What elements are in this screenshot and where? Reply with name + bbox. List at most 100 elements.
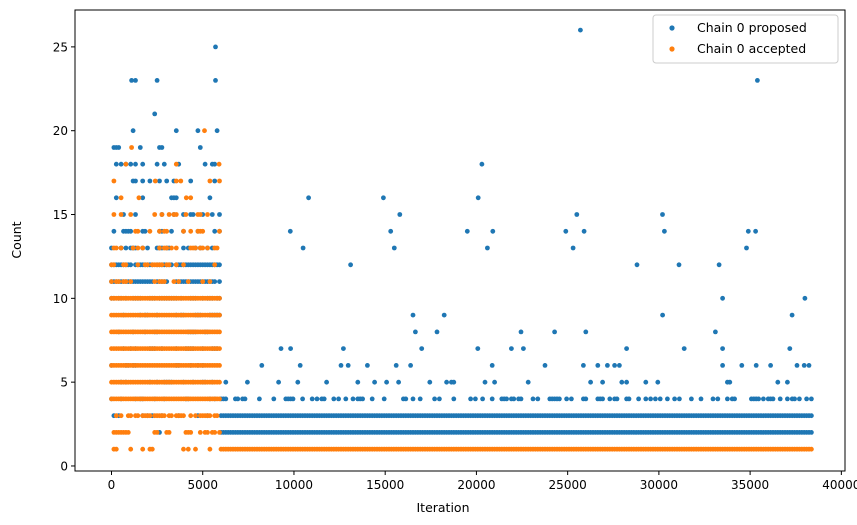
y-tick-label: 25 <box>53 40 68 54</box>
data-point-proposed <box>116 145 122 150</box>
data-point-proposed <box>209 212 215 217</box>
data-point-accepted <box>161 413 167 419</box>
data-point-proposed <box>809 413 814 419</box>
data-point-proposed <box>202 161 208 167</box>
data-point-accepted <box>147 413 153 419</box>
data-point-proposed <box>473 396 478 402</box>
y-tick-label: 15 <box>53 208 68 222</box>
data-point-accepted <box>217 228 222 234</box>
data-point-proposed <box>154 78 160 83</box>
data-point-proposed <box>381 396 387 402</box>
data-point-proposed <box>369 396 375 402</box>
data-point-proposed <box>133 178 138 184</box>
data-point-accepted <box>188 430 194 435</box>
data-point-proposed <box>518 396 524 402</box>
data-point-proposed <box>716 262 722 268</box>
data-point-proposed <box>217 262 222 268</box>
data-point-accepted <box>140 446 146 452</box>
data-point-proposed <box>619 379 625 385</box>
data-point-proposed <box>809 396 814 402</box>
data-point-proposed <box>727 379 733 385</box>
data-point-proposed <box>338 363 344 368</box>
data-point-proposed <box>732 396 737 402</box>
data-point-proposed <box>801 363 807 368</box>
data-point-proposed <box>802 295 808 301</box>
legend-box <box>652 14 839 64</box>
data-point-proposed <box>574 212 580 217</box>
data-point-accepted <box>207 446 213 452</box>
data-point-proposed <box>393 363 399 368</box>
data-point-accepted <box>217 329 222 335</box>
data-point-proposed <box>535 396 541 402</box>
data-point-proposed <box>118 161 124 167</box>
x-tick-label: 30000 <box>640 478 678 492</box>
data-point-accepted <box>188 195 194 201</box>
data-point-accepted <box>181 413 186 419</box>
data-point-accepted <box>109 279 114 284</box>
data-point-proposed <box>331 396 337 402</box>
data-point-proposed <box>698 396 704 402</box>
data-point-proposed <box>605 363 610 368</box>
data-point-accepted <box>145 262 150 268</box>
data-point-proposed <box>475 346 481 351</box>
data-point-accepted <box>118 195 124 201</box>
data-point-proposed <box>563 228 569 234</box>
data-point-proposed <box>213 78 218 83</box>
data-point-proposed <box>212 178 218 184</box>
data-point-proposed <box>504 396 509 402</box>
data-point-accepted <box>111 262 117 268</box>
data-point-proposed <box>300 245 306 251</box>
data-point-proposed <box>288 346 293 351</box>
data-point-proposed <box>464 228 470 234</box>
data-point-proposed <box>276 379 281 385</box>
legend-label-accepted: Chain 0 accepted <box>697 41 806 56</box>
data-point-accepted <box>152 178 158 184</box>
data-point-accepted <box>197 430 203 435</box>
data-point-proposed <box>159 145 165 150</box>
data-point-accepted <box>113 245 119 251</box>
data-point-proposed <box>245 379 250 385</box>
data-point-proposed <box>360 396 365 402</box>
data-point-accepted <box>188 413 194 419</box>
data-point-accepted <box>216 161 222 167</box>
data-point-accepted <box>118 212 124 217</box>
data-point-proposed <box>789 312 795 318</box>
data-point-accepted <box>116 279 122 284</box>
data-point-proposed <box>655 379 661 385</box>
data-point-proposed <box>441 312 447 318</box>
data-point-accepted <box>169 413 174 419</box>
data-point-proposed <box>324 379 329 385</box>
data-point-accepted <box>214 245 220 251</box>
data-point-accepted <box>123 161 129 167</box>
data-point-proposed <box>113 161 119 167</box>
data-point-accepted <box>154 430 160 435</box>
data-point-accepted <box>159 262 165 268</box>
data-point-proposed <box>569 396 574 402</box>
data-point-proposed <box>570 245 576 251</box>
data-point-proposed <box>676 262 682 268</box>
data-point-accepted <box>183 195 189 201</box>
data-point-proposed <box>794 363 800 368</box>
data-point-proposed <box>173 195 179 201</box>
data-point-proposed <box>521 346 526 351</box>
data-point-proposed <box>142 228 148 234</box>
data-point-proposed <box>681 346 687 351</box>
data-point-proposed <box>309 396 315 402</box>
data-point-proposed <box>715 396 721 402</box>
data-point-accepted <box>200 245 206 251</box>
data-point-accepted <box>181 446 186 452</box>
data-point-accepted <box>135 413 141 419</box>
data-point-proposed <box>133 78 138 83</box>
data-point-accepted <box>205 430 210 435</box>
data-point-proposed <box>624 379 629 385</box>
data-point-proposed <box>140 178 146 184</box>
data-point-accepted <box>128 279 134 284</box>
data-point-accepted <box>202 128 207 134</box>
data-point-proposed <box>530 396 536 402</box>
data-point-accepted <box>152 279 158 284</box>
data-point-proposed <box>152 111 158 117</box>
data-point-proposed <box>713 329 718 335</box>
data-point-accepted <box>183 212 189 217</box>
data-point-accepted <box>128 446 134 452</box>
chart-marks <box>109 27 814 452</box>
